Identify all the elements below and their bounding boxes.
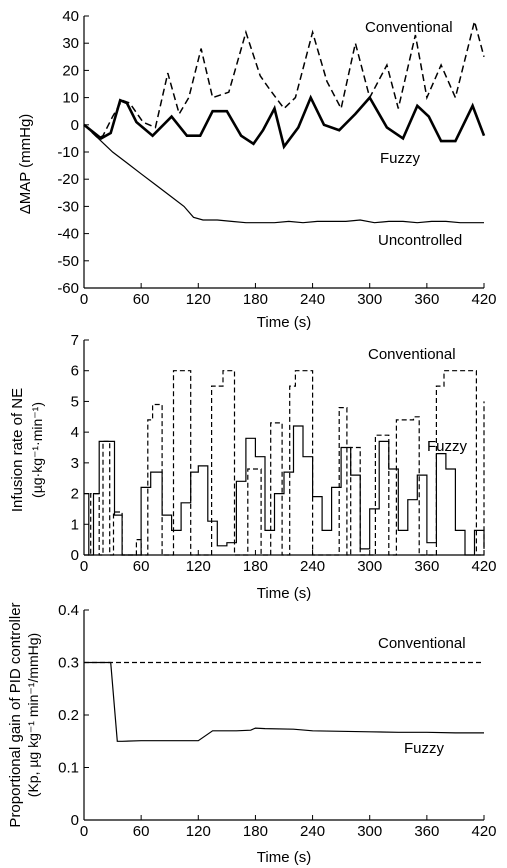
map-x-tick-label: 180	[243, 291, 268, 308]
kp-ylabel-line2: (Kp, µg kg⁻¹ min⁻¹/mmHg)	[25, 633, 41, 797]
kp-x-tick-label: 180	[243, 823, 268, 840]
map-y-tick-label: 20	[62, 62, 79, 79]
infusion-x-tick-label: 360	[414, 558, 439, 575]
map-x-tick-label: 240	[300, 291, 325, 308]
map-ylabel: ΔMAP (mmHg)	[17, 114, 34, 215]
kp-y-tick-label: 0.2	[58, 707, 79, 724]
kp-y-tick-label: 0.3	[58, 655, 79, 672]
infusion-x-tick-label: 120	[186, 558, 211, 575]
kp-x-tick-label: 120	[186, 823, 211, 840]
map-y-tick-label: 40	[62, 8, 79, 25]
kp-y-tick-label: 0.4	[58, 602, 79, 619]
map-x-tick-label: 360	[414, 291, 439, 308]
infusion-series-conventional	[84, 370, 485, 556]
kp-y-tick-label: 0	[71, 812, 79, 829]
infusion-x-tick-label: 300	[357, 558, 382, 575]
infusion-y-tick-label: 7	[71, 332, 79, 349]
kp-x-tick-label: 240	[300, 823, 325, 840]
kp-series-fuzzy	[84, 661, 484, 742]
kp-axes: 0 60 120 180 240 300 360 420 0.4 0.3 0.2 0.1 0	[58, 602, 496, 840]
kp-y-tick-label: 0.1	[58, 760, 79, 777]
infusion-x-tick-label: 420	[471, 558, 496, 575]
map-x-tick-label: 420	[471, 291, 496, 308]
kp-x-tick-label: 60	[133, 823, 150, 840]
map-panel: 0 60 120 180 240 300 360 420 40 30 20 10 0 -10 -20 -30 -…	[17, 8, 497, 331]
map-y-tick-label: 30	[62, 35, 79, 52]
kp-xlabel: Time (s)	[257, 849, 311, 866]
map-y-tick-label: -30	[57, 198, 79, 215]
kp-ylabel-line1: Proportional gain of PID controller	[7, 602, 24, 827]
map-y-tick-label: -20	[57, 171, 79, 188]
map-series-uncontrolled	[83, 124, 484, 224]
map-series-conventional	[83, 18, 485, 140]
infusion-ylabel-line2: (µg·kg⁻¹·min⁻¹)	[29, 402, 45, 498]
map-axes: 0 60 120 180 240 300 360 420 40 30 20 10 0 -10 -20 -30 -…	[57, 8, 496, 308]
map-x-tick-label: 300	[357, 291, 382, 308]
infusion-x-tick-label: 0	[80, 558, 88, 575]
infusion-axes: 0 60 120 180 240 300 360 420 7 6 5 4 3 2 1 0	[71, 332, 497, 575]
map-x-tick-label: 0	[80, 291, 88, 308]
infusion-label-fuzzy: Fuzzy	[427, 438, 468, 455]
map-y-tick-label: -60	[57, 280, 79, 297]
map-y-tick-label: 0	[71, 117, 79, 134]
map-x-tick-label: 120	[186, 291, 211, 308]
map-y-tick-label: -40	[57, 226, 79, 243]
infusion-y-tick-label: 0	[71, 547, 79, 564]
kp-x-tick-label: 360	[414, 823, 439, 840]
infusion-x-tick-label: 60	[133, 558, 150, 575]
infusion-xlabel: Time (s)	[257, 585, 311, 602]
map-y-tick-label: -10	[57, 144, 79, 161]
infusion-y-tick-label: 6	[71, 363, 79, 380]
map-x-tick-label: 60	[133, 291, 150, 308]
map-y-tick-label: -50	[57, 253, 79, 270]
infusion-lines	[84, 370, 485, 556]
map-label-conventional: Conventional	[365, 19, 453, 36]
kp-x-tick-label: 420	[471, 823, 496, 840]
map-label-uncontrolled: Uncontrolled	[378, 232, 462, 249]
map-y-tick-label: 10	[62, 90, 79, 107]
map-series-fuzzy	[83, 94, 486, 150]
map-lines	[83, 18, 486, 224]
infusion-y-tick-label: 2	[71, 486, 79, 503]
map-xlabel: Time (s)	[257, 314, 311, 331]
kp-x-tick-label: 0	[80, 823, 88, 840]
infusion-y-tick-label: 4	[71, 424, 79, 441]
kp-panel: 0 60 120 180 240 300 360 420 0.4 0.3 0.2 0.1 0 Propo…	[7, 602, 497, 866]
infusion-label-conventional: Conventional	[368, 346, 456, 363]
infusion-y-tick-label: 1	[71, 516, 79, 533]
infusion-ylabel-line1: Infusion rate of NE	[9, 388, 26, 512]
infusion-series-fuzzy	[84, 425, 485, 556]
kp-lines	[84, 661, 484, 742]
map-label-fuzzy: Fuzzy	[380, 150, 421, 167]
infusion-x-tick-label: 240	[300, 558, 325, 575]
kp-x-tick-label: 300	[357, 823, 382, 840]
infusion-y-tick-label: 3	[71, 455, 79, 472]
kp-label-conventional: Conventional	[378, 635, 466, 652]
infusion-panel: 0 60 120 180 240 300 360 420 7 6 5 4 3 2 1 0 Infusion r…	[9, 332, 497, 602]
infusion-y-tick-label: 5	[71, 393, 79, 410]
kp-label-fuzzy: Fuzzy	[404, 740, 445, 757]
infusion-x-tick-label: 180	[243, 558, 268, 575]
